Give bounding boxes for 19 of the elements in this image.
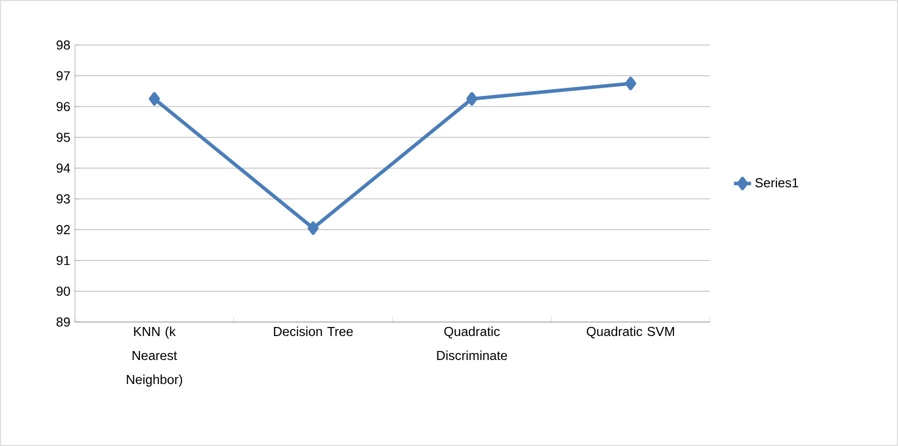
point (308, 221, 319, 235)
y-tick-label: 93 (56, 194, 70, 204)
legend-label: Series1 (755, 178, 798, 188)
y-tick-label: 95 (56, 132, 70, 142)
point (625, 76, 636, 90)
y-tick-label: 90 (56, 286, 70, 296)
x-tick-label: Quadratic SVM (586, 326, 674, 338)
x-tick-label: Quadratic Discriminate (437, 326, 508, 360)
y-tick-label: 92 (56, 225, 70, 234)
point (148, 92, 160, 106)
y-tick-label: 91 (56, 256, 70, 266)
y-tick-label: 97 (56, 71, 70, 80)
y-tick-label: 89 (56, 317, 70, 327)
y-tick-label: 98 (56, 40, 70, 50)
y-tick-label: 96 (56, 102, 70, 112)
x-tick-label: Decision Tree (274, 326, 353, 336)
y-tick-label: 94 (56, 164, 70, 173)
x-tick-label: KNN (k Nearest Neighbor) (126, 326, 182, 387)
point (466, 92, 478, 106)
